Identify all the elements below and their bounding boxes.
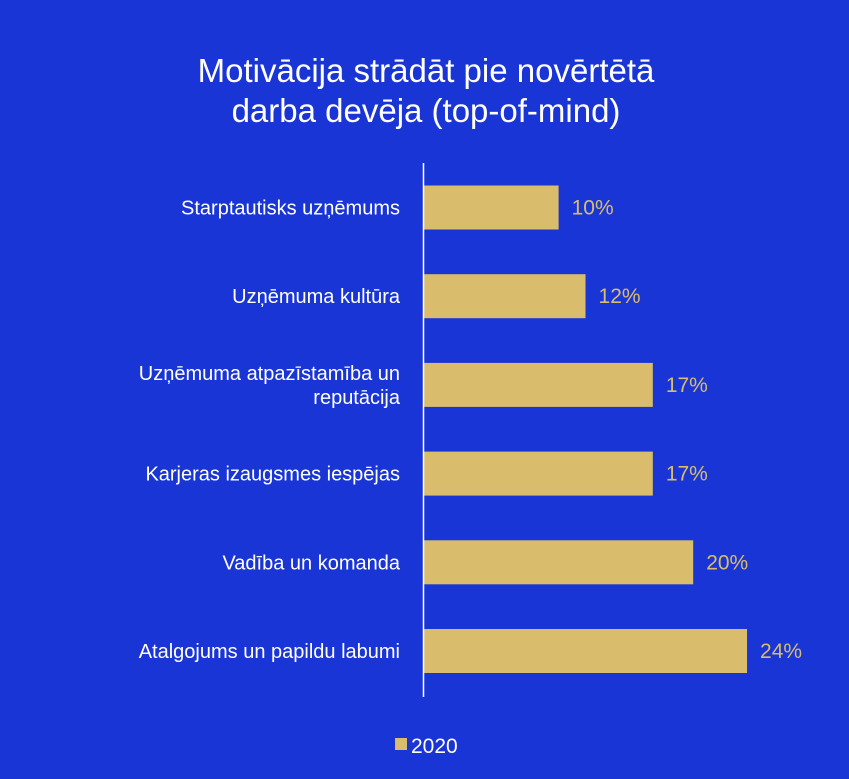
value-label-3: 17% <box>666 463 708 486</box>
bar-5 <box>424 629 748 673</box>
legend-label: 2020 <box>411 735 458 758</box>
bar-2 <box>424 362 653 407</box>
value-label-1: 12% <box>599 285 641 308</box>
value-label-5: 24% <box>760 640 802 663</box>
category-label-2-line-1: reputācija <box>313 387 401 409</box>
category-label-1: Uzņēmuma kultūra <box>232 286 401 308</box>
category-label-4: Vadība un komanda <box>222 552 400 574</box>
category-label-0: Starptautisks uzņēmums <box>181 198 400 220</box>
legend-swatch <box>395 738 407 750</box>
value-label-0: 10% <box>572 197 614 220</box>
bar-0 <box>424 185 559 230</box>
category-label-3: Karjeras izaugsmes iespējas <box>145 464 400 486</box>
bar-4 <box>424 540 694 585</box>
value-label-4: 20% <box>706 551 748 574</box>
chart-title-line-2: darba devēja (top-of-mind) <box>232 92 621 129</box>
bar-1 <box>424 274 586 319</box>
bar-group: 10% Starptautisks uzņēmums 12% Uzņēmuma kul… <box>139 185 802 673</box>
category-label-5: Atalgojums un papildu labumi <box>139 641 400 663</box>
value-label-2: 17% <box>666 374 708 397</box>
chart-title-line-1: Motivācija strādāt pie novērtētā <box>198 52 655 89</box>
legend: 2020 <box>395 735 458 758</box>
category-label-2-line-0: Uzņēmuma atpazīstamība un <box>139 363 400 385</box>
bar-3 <box>424 451 653 496</box>
